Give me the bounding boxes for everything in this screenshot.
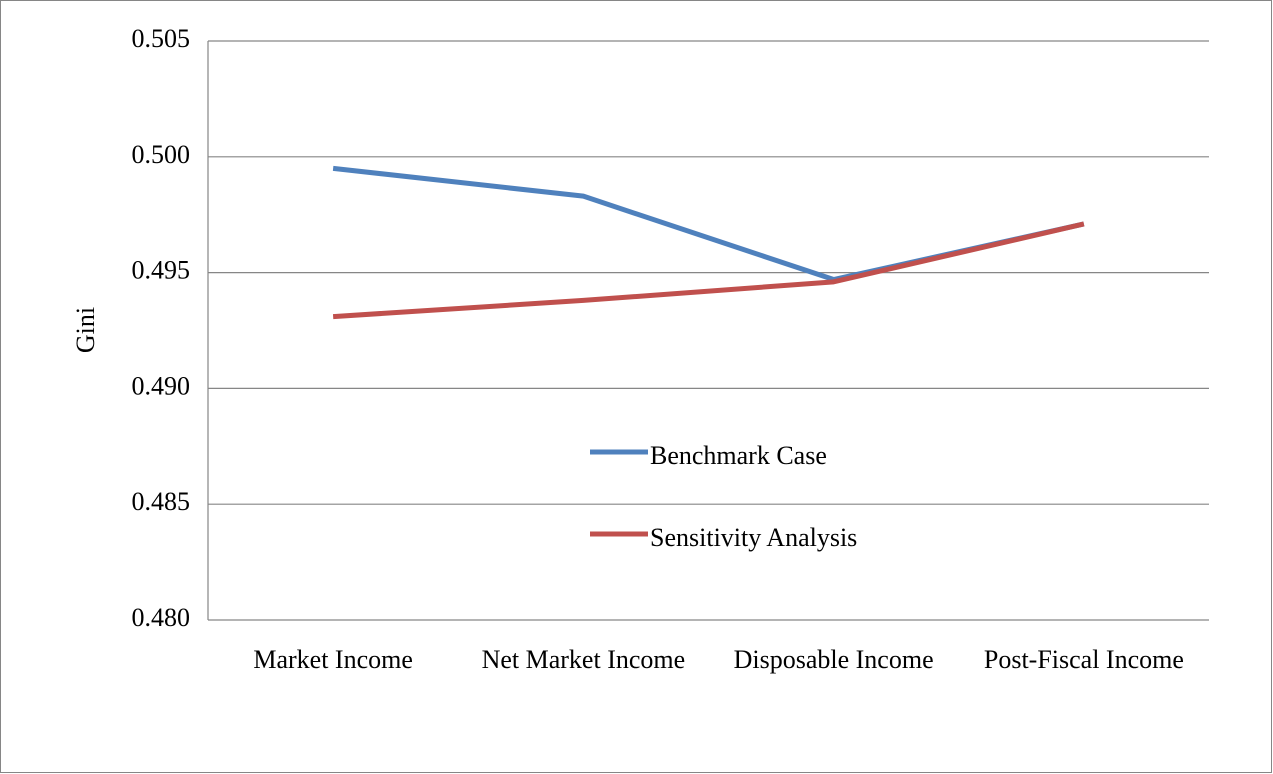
- x-tick-label: Post-Fiscal Income: [984, 645, 1184, 674]
- legend-label: Benchmark Case: [650, 441, 827, 470]
- y-tick-label: 0.495: [132, 256, 191, 285]
- x-tick-label: Disposable Income: [734, 645, 934, 674]
- y-tick-label: 0.490: [132, 371, 191, 400]
- y-tick-label: 0.480: [132, 603, 191, 632]
- y-axis-label: Gini: [71, 307, 100, 353]
- data-line: [332, 221, 1085, 320]
- x-tick-label: Net Market Income: [482, 645, 686, 674]
- legend-label: Sensitivity Analysis: [650, 523, 857, 552]
- x-tick-label: Market Income: [253, 645, 413, 674]
- y-tick-label: 0.485: [132, 487, 191, 516]
- y-tick-label: 0.500: [132, 140, 191, 169]
- y-tick-label: 0.505: [132, 24, 191, 53]
